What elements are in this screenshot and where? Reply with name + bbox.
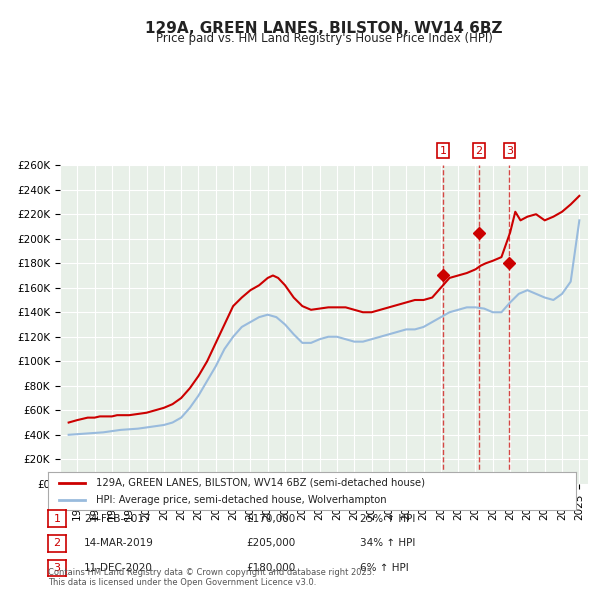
Text: 2: 2: [53, 539, 61, 548]
Text: 34% ↑ HPI: 34% ↑ HPI: [360, 539, 415, 548]
Text: 6% ↑ HPI: 6% ↑ HPI: [360, 563, 409, 573]
Text: 129A, GREEN LANES, BILSTON, WV14 6BZ (semi-detached house): 129A, GREEN LANES, BILSTON, WV14 6BZ (se…: [95, 478, 425, 488]
Text: 11-DEC-2020: 11-DEC-2020: [84, 563, 153, 573]
Text: £170,000: £170,000: [246, 514, 295, 523]
Text: HPI: Average price, semi-detached house, Wolverhampton: HPI: Average price, semi-detached house,…: [95, 494, 386, 504]
Text: 25% ↑ HPI: 25% ↑ HPI: [360, 514, 415, 523]
Text: 1: 1: [439, 146, 446, 156]
Text: 3: 3: [506, 146, 513, 156]
Text: 2: 2: [475, 146, 482, 156]
Text: 129A, GREEN LANES, BILSTON, WV14 6BZ: 129A, GREEN LANES, BILSTON, WV14 6BZ: [145, 21, 503, 35]
Text: £180,000: £180,000: [246, 563, 295, 573]
Text: £205,000: £205,000: [246, 539, 295, 548]
Text: 1: 1: [53, 514, 61, 523]
Text: Price paid vs. HM Land Registry's House Price Index (HPI): Price paid vs. HM Land Registry's House …: [155, 32, 493, 45]
Text: 3: 3: [53, 563, 61, 573]
Text: 24-FEB-2017: 24-FEB-2017: [84, 514, 151, 523]
Text: 14-MAR-2019: 14-MAR-2019: [84, 539, 154, 548]
Text: Contains HM Land Registry data © Crown copyright and database right 2025.
This d: Contains HM Land Registry data © Crown c…: [48, 568, 374, 587]
